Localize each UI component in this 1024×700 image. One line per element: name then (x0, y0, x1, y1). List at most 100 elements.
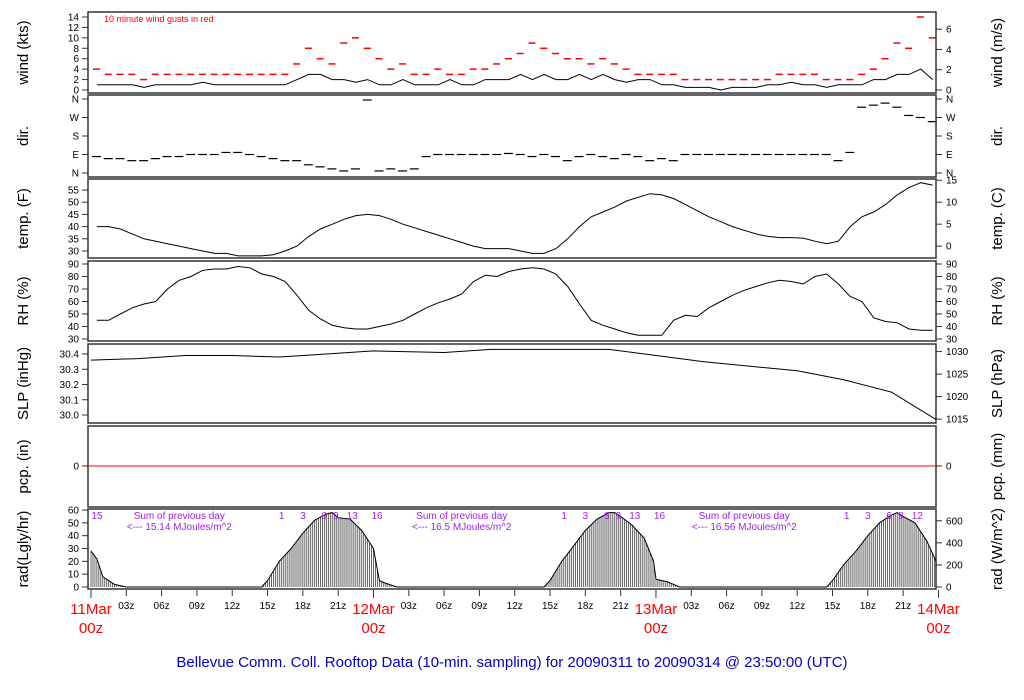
left-tick-label: 10 (68, 33, 80, 44)
right-tick-label: 60 (946, 297, 958, 308)
time-axis: 11Mar 00z 12Mar 00z 13Mar 00z 14Mar 00z 03z 06z 09… (70, 590, 960, 637)
hour-label: 03z (683, 601, 699, 612)
local-hour-label: 16 (654, 511, 666, 522)
left-tick-label: 12 (68, 23, 80, 34)
left-axis-title: dir. (15, 126, 32, 146)
hour-label: 03z (118, 601, 134, 612)
left-tick-label: 45 (68, 210, 80, 221)
left-axis-title: wind (kts) (15, 20, 32, 85)
left-tick-label: 80 (68, 272, 80, 283)
right-tick-label: 1025 (946, 370, 969, 381)
local-hour-label: 6 (604, 511, 610, 522)
left-tick-label: 40 (68, 531, 80, 542)
left-tick-label: 0 (73, 583, 79, 594)
left-tick-label: 30.0 (60, 411, 80, 422)
local-hour-label: 16 (371, 511, 383, 522)
left-tick-label: 30.2 (60, 380, 80, 391)
right-axis-title: rad (W/m^2) (989, 508, 1006, 590)
hour-label: 12z (224, 601, 240, 612)
left-tick-label: 50 (68, 310, 80, 321)
left-tick-label: 10 (68, 570, 80, 581)
left-tick-label: 60 (68, 506, 80, 517)
daily-sum-value: <--- 16.5 MJoules/m^2 (412, 522, 512, 533)
hour-label: 03z (401, 601, 417, 612)
right-tick-label: 1015 (946, 415, 969, 426)
local-hour-label: 9 (898, 511, 904, 522)
left-axis-title: RH (%) (15, 276, 32, 325)
left-tick-label: S (72, 132, 79, 143)
right-tick-label: 0 (946, 242, 952, 253)
left-axis-title: pcp. (in) (15, 439, 32, 493)
left-tick-label: N (72, 169, 79, 180)
hour-label: 06z (436, 601, 452, 612)
local-hour-label: 12 (912, 511, 924, 522)
hour-label: 18z (577, 601, 593, 612)
left-tick-label: 40 (68, 222, 80, 233)
day-date-label: 12Mar (352, 601, 395, 618)
hour-label: 15z (259, 601, 275, 612)
local-hour-label: 1 (279, 511, 285, 522)
left-axis-title: rad(Lgly/hr) (15, 511, 32, 588)
rh-line (96, 265, 933, 336)
right-tick-label: 30 (946, 335, 958, 346)
panel-frame (87, 11, 937, 94)
hour-label: 15z (542, 601, 558, 612)
right-tick-label: 40 (946, 322, 958, 333)
left-tick-label: N (72, 95, 79, 106)
local-hour-label: 1 (844, 511, 850, 522)
left-tick-label: 90 (68, 260, 80, 271)
hour-label: 18z (295, 601, 311, 612)
right-tick-label: N (946, 169, 953, 180)
day-date-label: 13Mar (635, 601, 678, 618)
right-tick-label: 1020 (946, 392, 969, 403)
chart-title: Bellevue Comm. Coll. Rooftop Data (10-mi… (176, 654, 847, 671)
local-hour-label: 13 (347, 511, 359, 522)
left-tick-label: 50 (68, 518, 80, 529)
local-hour-label: 9 (333, 511, 339, 522)
left-tick-label: E (72, 150, 79, 161)
wind-speed-line (96, 68, 933, 91)
hour-label: 06z (719, 601, 735, 612)
left-tick-label: 50 (68, 198, 80, 209)
hour-label: 09z (754, 601, 770, 612)
right-tick-label: 400 (946, 538, 963, 549)
left-tick-label: 30.4 (60, 350, 80, 361)
left-tick-label: 30.1 (60, 395, 80, 406)
right-axis-title: temp. (C) (989, 187, 1006, 250)
local-hour-label: 13 (629, 511, 641, 522)
right-axis-title: wind (m/s) (989, 18, 1006, 88)
left-tick-label: 6 (73, 54, 79, 65)
left-tick-label: 35 (68, 234, 80, 245)
local-hour-label: 15 (91, 511, 103, 522)
right-tick-label: 50 (946, 310, 958, 321)
day-date-label: 14Mar (917, 601, 960, 618)
left-tick-label: 60 (68, 297, 80, 308)
right-tick-label: 2 (946, 65, 952, 76)
hour-label: 21z (330, 601, 346, 612)
left-tick-label: 30 (68, 544, 80, 555)
left-tick-label: 40 (68, 322, 80, 333)
temperature-line (96, 182, 933, 257)
left-tick-label: 30 (68, 247, 80, 258)
left-tick-label: 14 (68, 13, 80, 24)
hour-label: 09z (471, 601, 487, 612)
local-hour-label: 3 (300, 511, 306, 522)
right-axis-title: RH (%) (989, 276, 1006, 325)
left-axis-title: temp. (F) (15, 188, 32, 249)
daily-sum-label: Sum of previous day (134, 511, 225, 522)
panel-frame (87, 343, 937, 424)
hour-label: 15z (824, 601, 840, 612)
gust-note: 10 minute wind gusts in red (104, 14, 214, 24)
daily-sum-value: <--- 16.56 MJoules/m^2 (692, 522, 797, 533)
left-axis-title: SLP (inHg) (15, 347, 32, 420)
hour-label: 09z (189, 601, 205, 612)
panel-radiation: rad(Lgly/hr) rad (W/m^2)01020304050600200… (15, 506, 1006, 594)
radiation-line (90, 512, 937, 588)
daily-sum-value: <--- 15.14 MJoules/m^2 (127, 522, 232, 533)
left-tick-label: 2 (73, 75, 79, 86)
